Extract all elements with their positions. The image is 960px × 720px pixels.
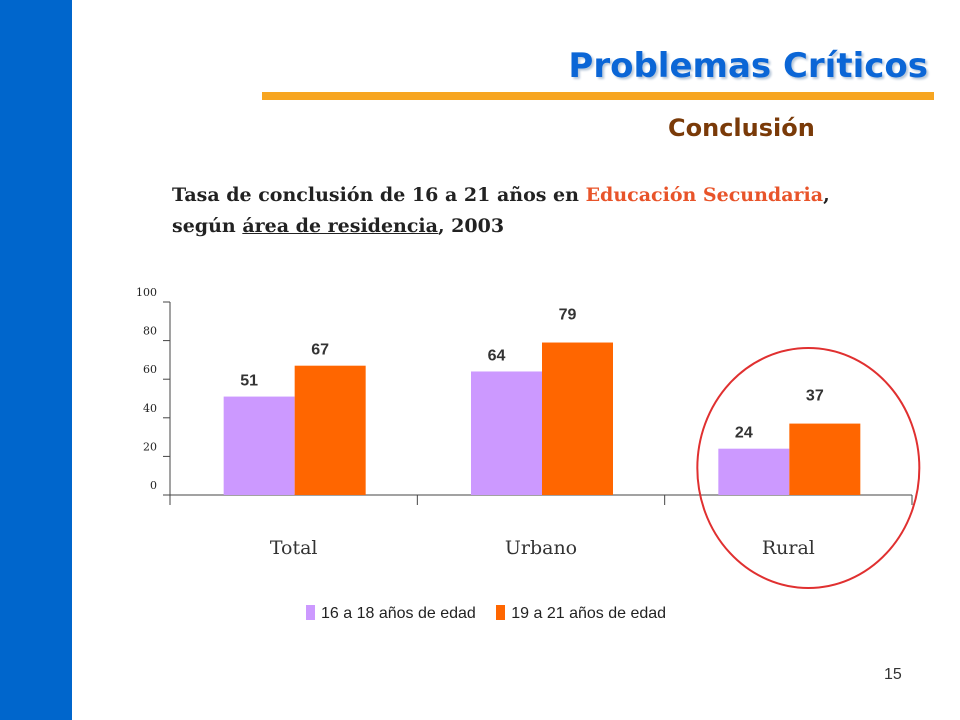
y-tick-label: 80: [143, 325, 157, 338]
slide-subtitle: Conclusión: [668, 114, 815, 142]
data-label: 24: [735, 425, 753, 442]
bar: [223, 396, 295, 495]
page-number: 15: [884, 666, 902, 683]
title-rule: [262, 92, 934, 100]
legend-swatch-2: [496, 605, 506, 620]
y-tick-label: 20: [143, 440, 157, 453]
bar: [294, 365, 366, 495]
highlight-circle: [696, 347, 921, 589]
heading-highlight: Educación Secundaria: [585, 184, 824, 206]
data-label: 79: [559, 307, 577, 324]
y-tick-label: 0: [150, 479, 157, 492]
legend-swatch-1: [306, 605, 315, 620]
heading-text-2: ,: [823, 184, 830, 206]
bar: [542, 342, 613, 495]
bar: [789, 423, 861, 495]
heading-text-1: Tasa de conclusión de 16 a 21 años en: [172, 184, 586, 206]
x-tick-label: Rural: [762, 537, 815, 559]
side-bar: [0, 0, 72, 720]
bar: [471, 371, 542, 495]
chart-legend: 16 a 18 años de edad 19 a 21 años de eda…: [306, 605, 666, 623]
data-label: 37: [806, 388, 824, 405]
y-tick-label: 60: [143, 363, 157, 376]
heading-underlined: área de residencia: [242, 215, 438, 237]
y-tick-label: 100: [136, 286, 157, 299]
x-tick-label: Total: [270, 537, 318, 559]
data-label: 67: [311, 342, 329, 359]
legend-label-1: 16 a 18 años de edad: [321, 605, 476, 622]
x-tick-label: Urbano: [505, 537, 577, 559]
chart-heading: Tasa de conclusión de 16 a 21 años en Ed…: [172, 180, 932, 242]
slide-title: Problemas Críticos: [568, 46, 928, 86]
legend-item-1: 16 a 18 años de edad: [306, 605, 476, 623]
heading-text-4: , 2003: [437, 215, 505, 237]
bar: [718, 448, 790, 495]
data-label: 64: [488, 347, 506, 364]
y-tick-label: 40: [143, 402, 157, 415]
legend-label-2: 19 a 21 años de edad: [511, 605, 667, 622]
legend-item-2: 19 a 21 años de edad: [496, 605, 666, 623]
data-label: 51: [240, 373, 258, 390]
heading-text-3: según: [172, 215, 243, 237]
